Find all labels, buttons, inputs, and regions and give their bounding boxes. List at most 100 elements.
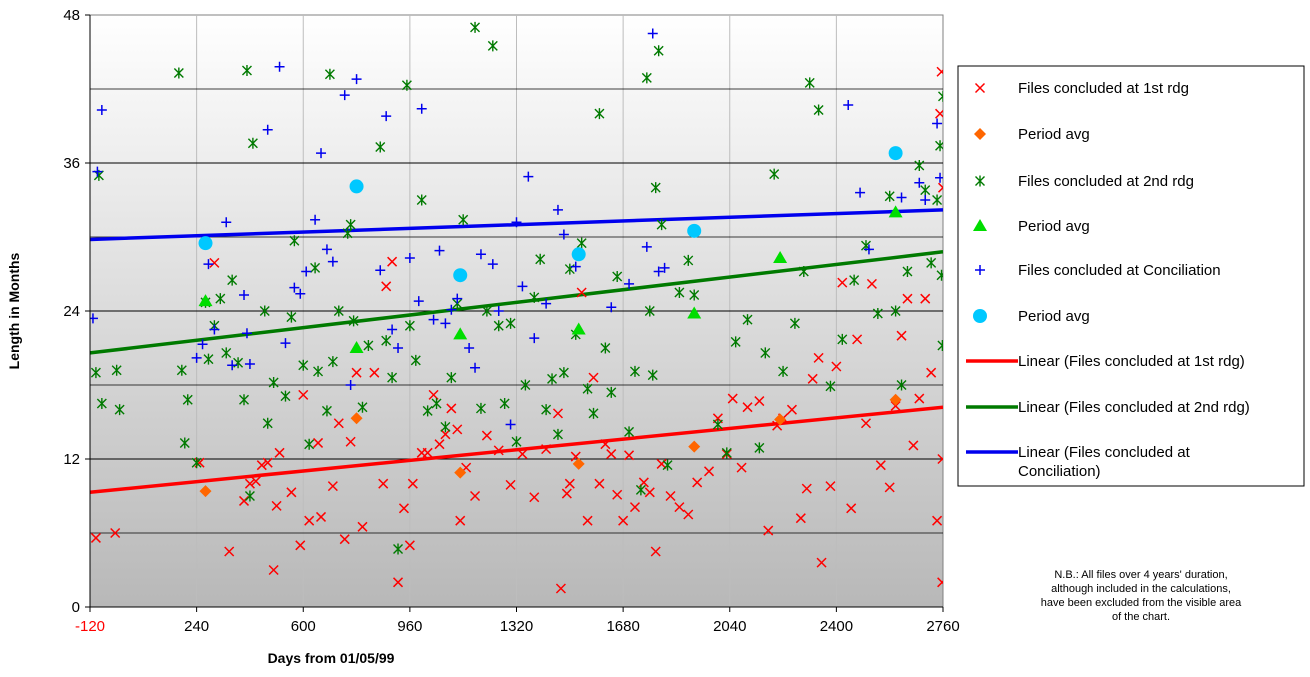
point-2nd-rdg (262, 417, 273, 429)
y-tick-label: 48 (63, 7, 80, 24)
point-1st-rdg (644, 487, 655, 498)
point-conciliation (558, 229, 569, 240)
point-conciliation (487, 259, 498, 270)
point-1st-rdg (268, 564, 279, 576)
point-conciliation (523, 171, 534, 182)
point-1st-rdg (926, 367, 937, 378)
point-2nd-rdg (289, 235, 300, 247)
point-2nd-rdg (644, 305, 655, 317)
point-conciliation (659, 262, 670, 273)
point-2nd-rdg (179, 437, 190, 449)
point-2nd-rdg (624, 426, 635, 438)
legend-marker-3 (975, 175, 985, 187)
point-1st-rdg-avg (454, 466, 467, 479)
point-conciliation (470, 362, 481, 373)
point-conciliation (440, 318, 451, 329)
point-conciliation (434, 245, 445, 256)
point-1st-rdg-avg (572, 457, 585, 470)
x-tick-label: -120 (75, 618, 105, 635)
point-1st-rdg (561, 488, 572, 499)
point-2nd-rdg (837, 333, 848, 345)
y-tick-label: 36 (63, 155, 80, 172)
point-1st-rdg (692, 477, 703, 488)
point-2nd-rdg (662, 459, 673, 471)
point-conciliation (280, 338, 291, 349)
point-conciliation-avg (687, 223, 702, 238)
point-1st-rdg (837, 277, 848, 288)
point-1st-rdg (244, 478, 255, 489)
point-1st-rdg (831, 361, 842, 372)
point-2nd-rdg (357, 401, 368, 413)
point-1st-rdg (786, 404, 797, 415)
point-conciliation (239, 289, 250, 300)
point-1st-rdg (452, 424, 463, 435)
point-2nd-rdg (470, 21, 481, 33)
axes: -120 240 600 960 1320 1680 2040 2400 2760 0 12 24 36… (63, 7, 959, 635)
point-1st-rdg (434, 439, 445, 450)
point-1st-rdg (932, 515, 943, 526)
point-1st-rdg (422, 447, 433, 458)
point-2nd-rdg (535, 253, 546, 265)
point-1st-rdg (656, 458, 667, 469)
point-conciliation (855, 187, 866, 198)
point-2nd-rdg (239, 394, 250, 406)
point-1st-rdg (238, 495, 250, 506)
point-2nd-rdg (511, 436, 522, 448)
point-1st-rdg (754, 396, 765, 407)
point-2nd-rdg (310, 262, 321, 274)
point-2nd-rdg (742, 314, 753, 326)
x-tick-label: 2040 (713, 618, 746, 635)
point-1st-rdg (304, 515, 315, 526)
point-1st-rdg (481, 430, 492, 441)
point-2nd-rdg (375, 141, 386, 153)
point-conciliation (935, 172, 943, 183)
point-2nd-rdg (499, 398, 510, 409)
point-conciliation (920, 195, 931, 205)
point-2nd-rdg (401, 79, 412, 91)
point-conciliation-avg (888, 146, 903, 161)
point-conciliation (321, 244, 332, 255)
point-1st-rdg (369, 367, 380, 378)
point-1st-rdg (813, 352, 824, 363)
point-conciliation (310, 214, 321, 225)
point-1st-rdg (795, 513, 806, 524)
point-2nd-rdg-avg (773, 250, 788, 263)
point-2nd-rdg (313, 365, 324, 377)
point-1st-rdg (674, 502, 685, 513)
point-conciliation (262, 124, 273, 135)
point-1st-rdg (295, 540, 306, 551)
point-conciliation (221, 217, 232, 228)
point-2nd-rdg (547, 373, 558, 385)
point-1st-rdg (555, 583, 566, 594)
point-1st-rdg (807, 373, 818, 384)
point-conciliation (416, 103, 427, 114)
point-2nd-rdg (286, 311, 297, 323)
point-conciliation (316, 148, 327, 159)
point-1st-rdg (588, 372, 599, 383)
point-1st-rdg (271, 500, 282, 511)
point-1st-rdg (612, 489, 623, 500)
point-2nd-rdg (280, 390, 291, 402)
point-2nd-rdg (458, 214, 469, 226)
point-1st-rdg (920, 293, 931, 304)
point-conciliation (375, 265, 386, 276)
point-conciliation (241, 328, 252, 339)
point-conciliation (896, 192, 907, 203)
point-2nd-rdg (612, 270, 623, 282)
point-conciliation (641, 241, 652, 252)
point-2nd-rdg (342, 227, 353, 239)
point-2nd-rdg (920, 184, 931, 196)
point-2nd-rdg (769, 168, 780, 180)
point-conciliation (517, 281, 528, 292)
point-conciliation (413, 296, 424, 307)
point-conciliation (529, 333, 540, 344)
point-2nd-rdg (221, 347, 232, 359)
y-tick-label: 24 (63, 303, 80, 320)
point-1st-rdg (742, 402, 753, 413)
point-conciliation (505, 419, 516, 430)
point-2nd-rdg-avg (687, 306, 702, 319)
point-conciliation (446, 304, 457, 315)
point-conciliation (289, 282, 300, 293)
point-2nd-rdg (890, 305, 901, 317)
point-1st-rdg (209, 257, 220, 268)
